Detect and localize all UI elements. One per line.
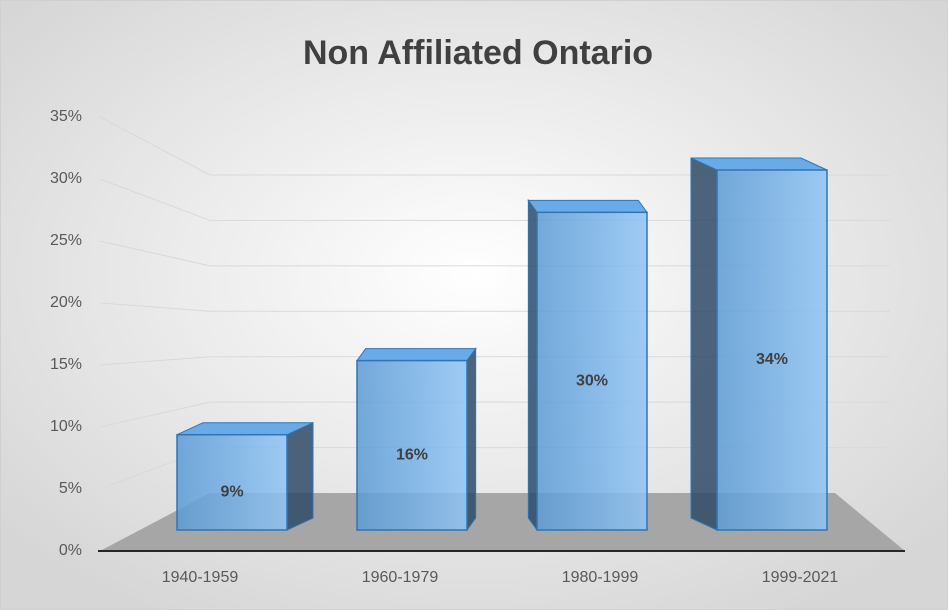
x-tick-label: 1980-1999 bbox=[562, 569, 639, 586]
data-label: 16% bbox=[396, 447, 428, 464]
y-tick-label: 20% bbox=[50, 294, 82, 311]
bar bbox=[176, 433, 288, 531]
y-tick-label: 25% bbox=[50, 232, 82, 249]
y-tick-label: 15% bbox=[50, 356, 82, 373]
bar bbox=[716, 169, 828, 531]
data-label: 30% bbox=[576, 372, 608, 389]
x-tick-label: 1940-1959 bbox=[162, 569, 239, 586]
grid-line bbox=[99, 178, 890, 221]
x-tick-label: 1999-2021 bbox=[762, 569, 839, 586]
y-tick-label: 30% bbox=[50, 170, 82, 187]
grid-line bbox=[99, 401, 890, 428]
x-tick-label: 1960-1979 bbox=[362, 569, 439, 586]
grid-line bbox=[99, 240, 890, 267]
y-tick-label: 5% bbox=[59, 480, 82, 497]
y-tick-label: 35% bbox=[50, 108, 82, 125]
bar-top bbox=[356, 348, 477, 362]
y-tick-label: 0% bbox=[59, 542, 82, 559]
bar bbox=[356, 359, 468, 531]
plot: 0% 5% 10% 15% 20% 25% 30% 35% 1940-1959 9% 1960-19… bbox=[50, 108, 905, 586]
data-label: 34% bbox=[756, 351, 788, 368]
bar-side bbox=[690, 157, 718, 531]
grid-line bbox=[99, 116, 890, 176]
grid-line bbox=[99, 302, 890, 312]
bar-side bbox=[527, 198, 538, 532]
data-label: 9% bbox=[220, 484, 243, 501]
chart-title: Non Affiliated Ontario bbox=[303, 34, 653, 72]
bar-side bbox=[286, 421, 314, 531]
bar-top bbox=[527, 199, 648, 213]
y-tick-label: 10% bbox=[50, 418, 82, 435]
bar bbox=[536, 211, 648, 531]
bar-side bbox=[466, 347, 477, 532]
grid-line bbox=[99, 356, 890, 366]
